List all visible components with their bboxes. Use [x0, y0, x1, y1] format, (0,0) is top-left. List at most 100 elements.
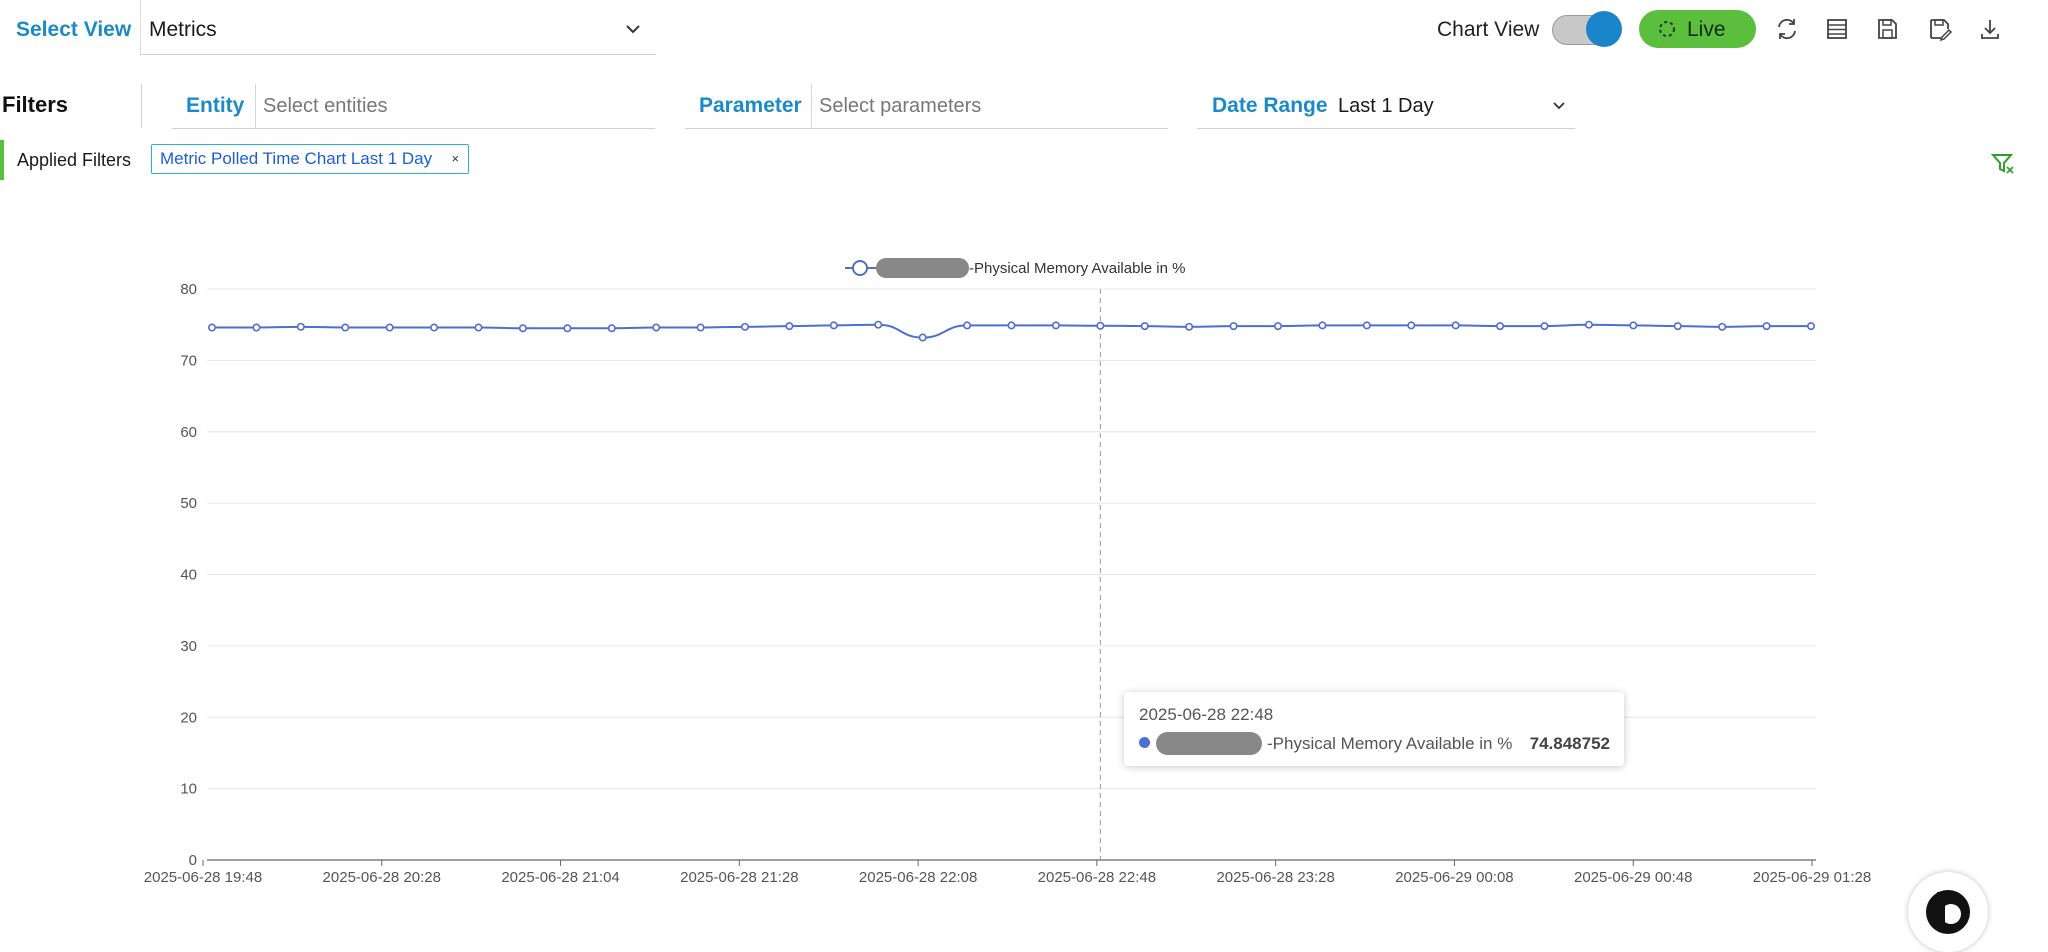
data-point[interactable]: [829, 321, 838, 330]
data-point[interactable]: [1051, 321, 1060, 330]
parameter-filter[interactable]: Parameter Select parameters: [685, 84, 1168, 129]
tooltip-series-dot: [1139, 737, 1150, 748]
table-view-button[interactable]: [1822, 14, 1852, 44]
chart-tooltip: 2025-06-28 22:48 -Physical Memory Availa…: [1124, 692, 1624, 766]
data-point[interactable]: [474, 323, 483, 332]
data-point[interactable]: [1629, 321, 1638, 330]
data-point[interactable]: [385, 323, 394, 332]
tooltip-redacted-entity: [1156, 732, 1262, 755]
data-point[interactable]: [1007, 321, 1016, 330]
data-point[interactable]: [652, 323, 661, 332]
live-button[interactable]: Live: [1639, 10, 1756, 48]
data-point[interactable]: [563, 324, 572, 333]
data-point[interactable]: [296, 322, 305, 331]
chevron-down-icon: [626, 25, 640, 34]
x-tick-label: 2025-06-29 00:08: [1395, 869, 1513, 886]
x-tick-label: 2025-06-28 22:48: [1038, 869, 1156, 886]
filter-chip-label: Metric Polled Time Chart Last 1 Day: [160, 149, 433, 168]
data-point[interactable]: [1451, 321, 1460, 330]
applied-filters-label: Applied Filters: [17, 150, 132, 170]
view-select-value: Metrics: [149, 18, 217, 41]
data-point[interactable]: [607, 324, 616, 333]
assistant-logo-icon[interactable]: [1908, 872, 1988, 952]
data-point[interactable]: [252, 323, 261, 332]
data-point[interactable]: [430, 323, 439, 332]
data-point[interactable]: [1807, 322, 1816, 331]
y-tick-label: 60: [180, 424, 197, 441]
y-tick-label: 30: [180, 638, 197, 655]
x-tick-label: 2025-06-28 19:48: [144, 869, 262, 886]
tooltip-series-label: -Physical Memory Available in %: [1267, 734, 1513, 753]
download-icon: [1981, 20, 1999, 39]
data-point[interactable]: [963, 321, 972, 330]
legend-redacted-entity: [876, 258, 969, 278]
data-point[interactable]: [341, 323, 350, 332]
loading-spinner-icon: [1659, 21, 1675, 37]
data-point[interactable]: [785, 322, 794, 331]
data-point[interactable]: [1140, 322, 1149, 331]
x-tick-label: 2025-06-29 00:48: [1574, 869, 1692, 886]
data-point[interactable]: [1407, 321, 1416, 330]
data-point[interactable]: [1274, 322, 1283, 331]
memory-line-chart: 0 10 20 30 40 50 60 70 80 2025-06-28 19:48 2025-06…: [144, 258, 1871, 886]
x-tick-label: 2025-06-29 01:28: [1753, 869, 1871, 886]
data-point[interactable]: [874, 320, 883, 329]
data-point[interactable]: [740, 322, 749, 331]
save-button[interactable]: [1872, 14, 1902, 44]
chart-view-toggle[interactable]: [1552, 11, 1622, 47]
x-tick-label: 2025-06-28 21:04: [501, 869, 619, 886]
y-tick-label: 20: [180, 709, 197, 726]
entity-label: Entity: [186, 94, 245, 117]
x-tick-label: 2025-06-28 23:28: [1216, 869, 1334, 886]
data-point[interactable]: [1673, 322, 1682, 331]
refresh-icon: [1778, 18, 1796, 40]
data-point[interactable]: [1096, 321, 1105, 330]
date-range-filter[interactable]: Date Range Last 1 Day: [1197, 84, 1575, 129]
filter-chip-close-icon[interactable]: ×: [451, 151, 460, 166]
save-as-icon: [1930, 19, 1953, 42]
view-select[interactable]: Metrics: [140, 0, 656, 55]
filters-title: Filters: [2, 92, 69, 117]
data-point[interactable]: [1185, 322, 1194, 331]
save-as-button[interactable]: [1924, 14, 1954, 44]
data-point[interactable]: [1540, 322, 1549, 331]
data-point[interactable]: [208, 323, 217, 332]
x-tick-label: 2025-06-28 22:08: [859, 869, 977, 886]
legend-marker: [852, 260, 868, 276]
data-point[interactable]: [1229, 322, 1238, 331]
data-point[interactable]: [1762, 322, 1771, 331]
y-tick-label: 0: [189, 852, 197, 869]
download-button[interactable]: [1975, 14, 2005, 44]
entity-filter[interactable]: Entity Select entities: [172, 84, 655, 129]
date-range-label: Date Range: [1212, 94, 1328, 117]
y-tick-label: 10: [180, 781, 197, 798]
tooltip-date: 2025-06-28 22:48: [1139, 705, 1274, 724]
data-point[interactable]: [1584, 320, 1593, 329]
data-point[interactable]: [1318, 321, 1327, 330]
entity-input[interactable]: Select entities: [263, 95, 388, 117]
refresh-button[interactable]: [1772, 14, 1802, 44]
chart-legend[interactable]: -Physical Memory Available in %: [845, 258, 1185, 278]
filter-icon[interactable]: [1990, 150, 2016, 176]
data-point[interactable]: [696, 323, 705, 332]
live-label: Live: [1687, 18, 1726, 41]
data-point[interactable]: [1496, 322, 1505, 331]
parameter-input[interactable]: Select parameters: [819, 95, 982, 117]
y-tick-label: 70: [180, 352, 197, 369]
data-point[interactable]: [518, 324, 527, 333]
chart-view-label: Chart View: [1437, 18, 1540, 41]
legend-series-label: -Physical Memory Available in %: [969, 260, 1185, 277]
filters-divider: [141, 84, 142, 128]
filter-chip[interactable]: Metric Polled Time Chart Last 1 Day ×: [151, 144, 470, 174]
data-point[interactable]: [1362, 321, 1371, 330]
select-view-label: Select View: [16, 18, 132, 41]
entity-separator: [255, 84, 256, 128]
y-tick-label: 80: [180, 281, 197, 298]
y-tick-label: 50: [180, 495, 197, 512]
applied-filters-indicator: [0, 140, 4, 180]
chevron-down-icon: [1553, 102, 1565, 110]
data-point[interactable]: [1718, 322, 1727, 331]
save-icon: [1878, 19, 1897, 39]
toggle-knob: [1586, 11, 1622, 47]
data-point[interactable]: [918, 333, 927, 342]
